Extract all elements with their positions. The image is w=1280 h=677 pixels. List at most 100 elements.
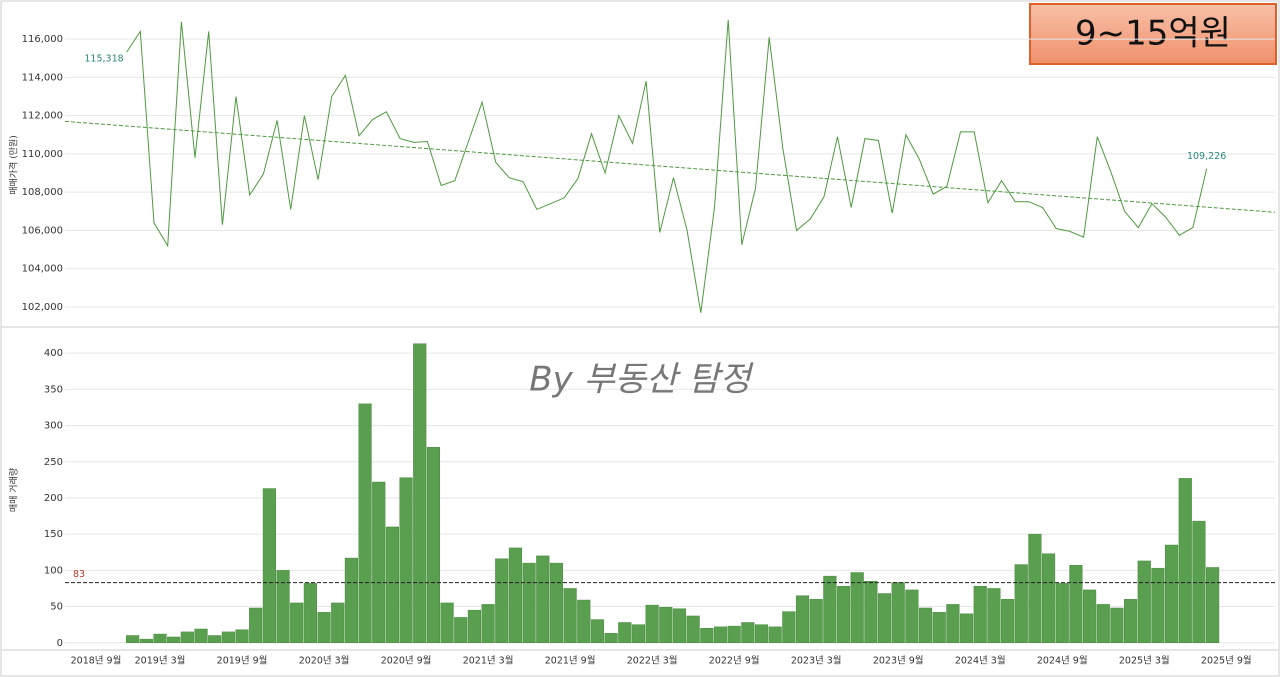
bar xyxy=(153,633,167,644)
x-tick-label: 2025년 9월 xyxy=(1201,655,1252,667)
bar xyxy=(262,488,276,644)
bar xyxy=(180,631,194,644)
bar xyxy=(508,547,523,644)
bar xyxy=(317,612,331,644)
bar xyxy=(946,604,960,644)
bar xyxy=(645,604,659,644)
x-tick-label: 2023년 3월 xyxy=(791,655,842,667)
data-label: 115,318 xyxy=(84,54,123,65)
bar xyxy=(276,570,290,644)
y-tick-label: 100 xyxy=(44,565,63,576)
bar xyxy=(221,631,235,644)
data-label: 109,226 xyxy=(1187,151,1226,162)
bar xyxy=(331,602,345,644)
bar xyxy=(1178,478,1192,644)
bar xyxy=(836,586,851,644)
bar xyxy=(1165,544,1179,644)
bar xyxy=(905,589,919,644)
bar xyxy=(809,599,823,644)
x-tick-label: 2025년 3월 xyxy=(1119,655,1170,667)
y-tick-label: 114,000 xyxy=(22,72,63,83)
bar xyxy=(563,588,577,644)
trend-line xyxy=(64,120,1276,213)
bar xyxy=(358,403,372,644)
bar xyxy=(481,604,495,644)
y-tick-label: 110,000 xyxy=(22,149,63,160)
x-tick-label: 2022년 9월 xyxy=(709,655,760,667)
y-tick-label: 350 xyxy=(44,384,63,395)
bar xyxy=(167,636,181,644)
bar xyxy=(672,608,687,644)
bar xyxy=(850,572,864,644)
bar xyxy=(495,558,509,644)
y-tick-label: 400 xyxy=(44,348,63,359)
title-box-text: 9~15억원 xyxy=(1075,14,1231,54)
y-tick-label: 200 xyxy=(44,493,63,504)
bar xyxy=(918,607,933,644)
bar xyxy=(1082,589,1097,644)
bar xyxy=(1069,565,1083,644)
x-tick-label: 2019년 9월 xyxy=(217,655,268,667)
bar xyxy=(372,481,386,644)
bar xyxy=(385,526,399,644)
bar xyxy=(467,609,482,644)
y-tick-label: 300 xyxy=(44,421,63,432)
y-tick-label: 104,000 xyxy=(22,264,63,275)
bar xyxy=(426,447,441,644)
bar xyxy=(877,593,892,644)
x-tick-label: 2024년 3월 xyxy=(955,655,1006,667)
bar xyxy=(727,625,741,644)
bar xyxy=(413,343,427,644)
y-axis-title: 매매가격 (만원) xyxy=(8,135,20,195)
bar xyxy=(1014,564,1028,644)
x-tick-label: 2020년 9월 xyxy=(381,655,432,667)
price-line xyxy=(126,19,1208,313)
y-tick-label: 112,000 xyxy=(22,111,63,122)
bar xyxy=(864,580,878,644)
bar xyxy=(194,628,208,644)
reference-label: 83 xyxy=(73,569,85,580)
bar xyxy=(440,602,454,644)
x-tick-label: 2022년 3월 xyxy=(627,655,678,667)
bar xyxy=(741,622,755,644)
bar xyxy=(536,555,550,644)
y-tick-label: 250 xyxy=(44,457,63,468)
bar xyxy=(126,635,140,644)
bar xyxy=(1151,567,1165,644)
bar xyxy=(235,629,249,644)
bar xyxy=(713,626,728,644)
bar xyxy=(1192,520,1206,644)
y-axis-title: 매매 거래량 xyxy=(8,468,20,512)
bar xyxy=(139,638,153,644)
bar xyxy=(249,607,263,644)
bar xyxy=(1055,583,1069,644)
x-tick-label: 2020년 3월 xyxy=(299,655,350,667)
y-tick-label: 150 xyxy=(44,529,63,540)
bar xyxy=(987,588,1001,644)
y-tick-label: 108,000 xyxy=(22,187,63,198)
bar xyxy=(754,624,769,644)
bar xyxy=(1110,607,1124,644)
bar xyxy=(1137,560,1151,644)
bar xyxy=(208,635,222,644)
bar xyxy=(618,622,632,644)
y-tick-label: 0 xyxy=(57,638,63,649)
title-box xyxy=(1029,3,1277,65)
x-tick-label: 2023년 9월 xyxy=(873,655,924,667)
watermark: By 부동산 탐정 xyxy=(529,360,754,400)
bar xyxy=(1041,553,1056,644)
bar xyxy=(891,582,905,644)
x-tick-label: 2021년 9월 xyxy=(545,655,596,667)
y-tick-label: 116,000 xyxy=(22,34,63,45)
bar xyxy=(290,602,304,644)
bar xyxy=(604,633,618,644)
bar xyxy=(549,562,564,644)
bar xyxy=(399,477,413,644)
x-tick-label: 2024년 9월 xyxy=(1037,655,1088,667)
bar xyxy=(700,628,714,644)
x-tick-label: 2018년 9월 xyxy=(71,655,122,667)
bar xyxy=(1028,533,1042,644)
bar xyxy=(522,562,536,644)
